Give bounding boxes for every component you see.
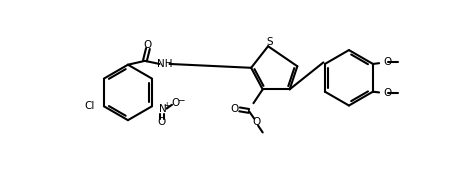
Text: N: N (159, 104, 167, 114)
Text: O: O (384, 57, 392, 67)
Text: +: + (163, 101, 170, 110)
Text: O: O (157, 117, 165, 127)
Text: O: O (144, 40, 152, 50)
Text: S: S (266, 37, 273, 47)
Text: O: O (171, 98, 179, 108)
Text: O: O (253, 117, 261, 127)
Text: Cl: Cl (84, 101, 95, 111)
Text: O: O (384, 88, 392, 98)
Text: NH: NH (157, 59, 173, 69)
Text: O: O (231, 104, 239, 114)
Text: −: − (177, 95, 184, 104)
